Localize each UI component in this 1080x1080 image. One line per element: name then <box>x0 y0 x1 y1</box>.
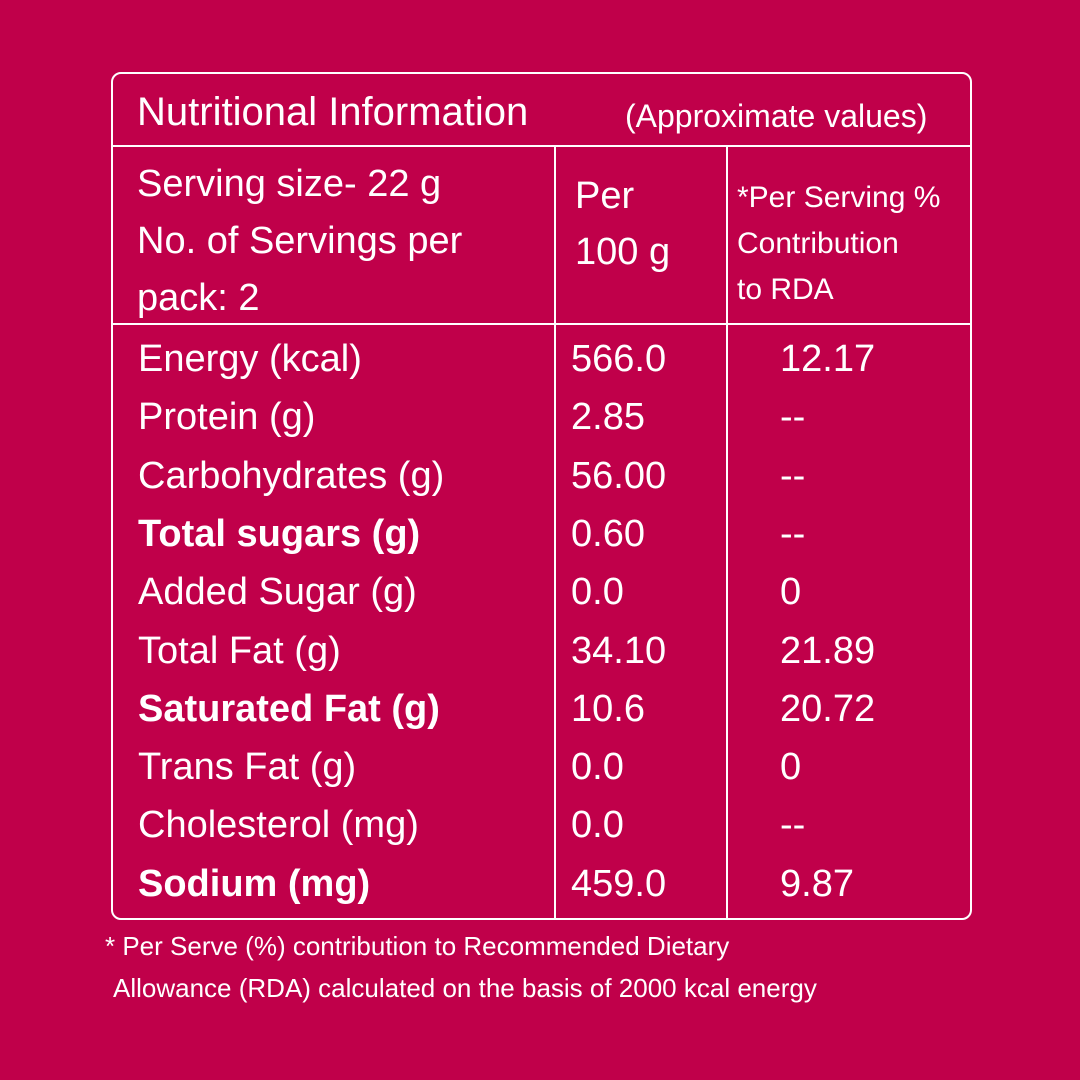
per-100g-header: Per 100 g <box>575 168 670 280</box>
nutrient-rda-percent: -- <box>780 512 806 555</box>
rda-footnote: * Per Serve (%) contribution to Recommen… <box>105 925 817 1009</box>
nutrient-row: Protein (g) 2.85 -- <box>113 388 970 446</box>
servings-per-pack-line1: No. of Servings per <box>137 220 463 262</box>
nutrient-name: Trans Fat (g) <box>138 746 357 789</box>
nutrient-value-per-100g: 0.60 <box>571 512 645 555</box>
nutrient-name: Cholesterol (mg) <box>138 804 419 847</box>
nutrient-name: Total sugars (g) <box>138 512 421 555</box>
servings-per-pack-line2: pack: 2 <box>137 277 260 319</box>
nutrient-row: Energy (kcal) 566.0 12.17 <box>113 330 970 388</box>
nutrient-rda-percent: -- <box>780 396 806 439</box>
nutrient-rda-percent: -- <box>780 454 806 497</box>
nutrient-value-per-100g: 0.0 <box>571 804 624 847</box>
nutrient-name: Protein (g) <box>138 396 316 439</box>
nutrition-table: Nutritional Information (Approximate val… <box>111 72 972 920</box>
table-title-row: Nutritional Information (Approximate val… <box>113 74 970 147</box>
nutrient-value-per-100g: 2.85 <box>571 396 645 439</box>
table-title: Nutritional Information <box>137 90 529 134</box>
nutrient-value-per-100g: 0.0 <box>571 571 624 614</box>
nutrient-name: Saturated Fat (g) <box>138 687 440 730</box>
nutrient-row: Total sugars (g) 0.60 -- <box>113 505 970 563</box>
per-100g-header-line1: Per <box>575 175 635 217</box>
nutrient-value-per-100g: 0.0 <box>571 746 624 789</box>
nutrient-name: Carbohydrates (g) <box>138 454 445 497</box>
per-100g-header-line2: 100 g <box>575 231 671 273</box>
nutrient-row: Carbohydrates (g) 56.00 -- <box>113 447 970 505</box>
nutrient-name: Total Fat (g) <box>138 629 341 672</box>
rda-header: *Per Serving % Contribution to RDA <box>737 175 940 313</box>
footnote-line1: * Per Serve (%) contribution to Recommen… <box>105 931 730 961</box>
rda-header-line3: to RDA <box>737 273 834 306</box>
footnote-line2: Allowance (RDA) calculated on the basis … <box>113 973 817 1003</box>
column-divider-1 <box>554 147 556 918</box>
nutrient-name: Energy (kcal) <box>138 338 362 380</box>
rda-header-line2: Contribution <box>737 227 899 260</box>
nutrient-value-per-100g: 56.00 <box>571 454 667 497</box>
nutrient-row: Total Fat (g) 34.10 21.89 <box>113 622 970 680</box>
nutrient-value-per-100g: 34.10 <box>571 629 667 672</box>
serving-info: Serving size- 22 g No. of Servings per p… <box>137 156 462 327</box>
nutrient-rda-percent: 12.17 <box>780 338 876 380</box>
rda-header-line1: *Per Serving % <box>737 181 941 214</box>
nutrient-name: Sodium (mg) <box>138 862 371 905</box>
nutrient-value-per-100g: 459.0 <box>571 862 667 905</box>
header-divider <box>113 323 970 325</box>
serving-size: Serving size- 22 g <box>137 163 442 205</box>
nutrient-rda-percent: 0 <box>780 571 802 614</box>
nutrient-rda-percent: 21.89 <box>780 629 876 672</box>
nutrient-value-per-100g: 566.0 <box>571 338 667 380</box>
column-divider-2 <box>726 147 728 918</box>
nutrient-value-per-100g: 10.6 <box>571 687 645 730</box>
nutrient-rda-percent: -- <box>780 804 806 847</box>
nutrient-row: Saturated Fat (g) 10.6 20.72 <box>113 680 970 738</box>
nutrient-rda-percent: 20.72 <box>780 687 876 730</box>
nutrient-row: Added Sugar (g) 0.0 0 <box>113 563 970 621</box>
nutrient-name: Added Sugar (g) <box>138 571 417 614</box>
nutrient-rda-percent: 0 <box>780 746 802 789</box>
table-subtitle: (Approximate values) <box>625 98 928 134</box>
nutrient-row: Sodium (mg) 459.0 9.87 <box>113 855 970 913</box>
nutrient-row: Cholesterol (mg) 0.0 -- <box>113 796 970 854</box>
nutrient-row: Trans Fat (g) 0.0 0 <box>113 738 970 796</box>
nutrient-rda-percent: 9.87 <box>780 862 854 905</box>
